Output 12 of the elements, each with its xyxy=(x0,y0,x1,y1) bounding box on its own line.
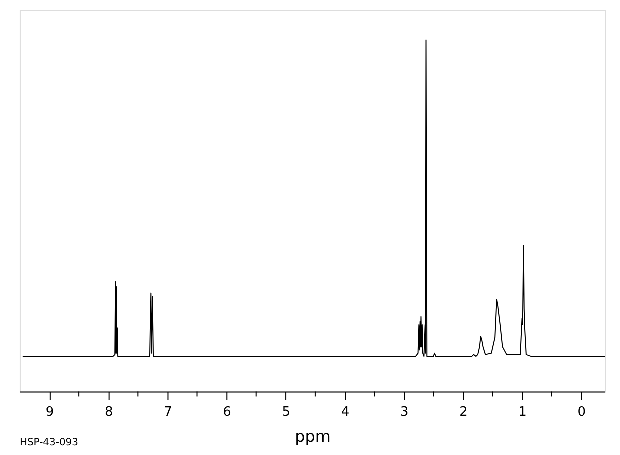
x-tick-label: 6 xyxy=(223,405,232,420)
x-tick-label: 8 xyxy=(104,405,114,420)
x-tick-label: 9 xyxy=(46,405,54,420)
x-tick-label: 0 xyxy=(578,405,586,420)
x-tick-label: 1 xyxy=(518,405,527,420)
text: HSP-43-093 xyxy=(20,438,78,449)
x-tick-label: 2 xyxy=(460,405,468,420)
x-tick-label: 5 xyxy=(282,405,291,420)
x-axis-title: ppm xyxy=(295,427,331,446)
x-tick-label: 4 xyxy=(341,405,350,420)
x-tick-label: 3 xyxy=(400,405,409,420)
x-tick-label: 7 xyxy=(164,405,172,420)
